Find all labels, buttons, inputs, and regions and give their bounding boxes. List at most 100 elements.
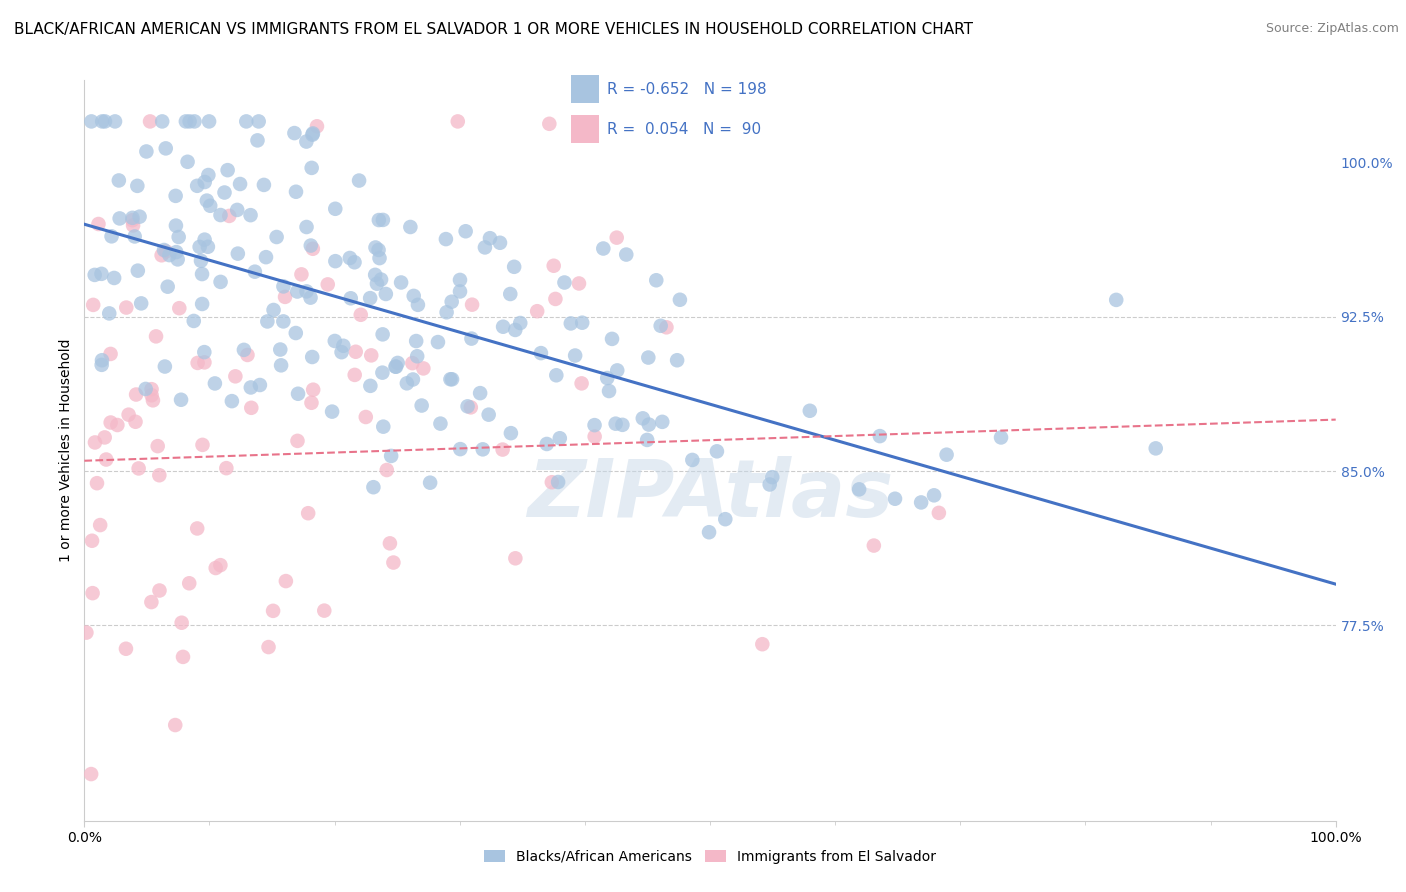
Point xyxy=(568,277,591,291)
Point xyxy=(257,640,280,654)
Point xyxy=(243,265,266,279)
Point xyxy=(316,277,339,292)
Point xyxy=(141,388,163,402)
Point xyxy=(935,448,957,462)
Point xyxy=(544,292,567,306)
Point xyxy=(127,178,149,193)
Point xyxy=(295,285,318,299)
Point xyxy=(302,127,325,141)
Point xyxy=(332,339,354,353)
Point xyxy=(104,114,127,128)
Point xyxy=(155,244,177,259)
Point xyxy=(96,452,118,467)
Point xyxy=(434,232,457,246)
Point xyxy=(339,251,361,265)
Point xyxy=(176,154,198,169)
FancyBboxPatch shape xyxy=(571,76,599,103)
Point xyxy=(553,276,575,290)
Point xyxy=(367,213,389,227)
Point xyxy=(441,372,464,386)
Point xyxy=(600,332,623,346)
Point xyxy=(299,291,322,305)
Point xyxy=(499,426,522,441)
Point xyxy=(330,345,353,359)
Point xyxy=(165,219,187,233)
Point xyxy=(254,250,277,264)
Point xyxy=(186,178,208,193)
Point xyxy=(266,230,288,244)
Point xyxy=(697,525,720,540)
Point xyxy=(169,301,191,315)
Point xyxy=(194,175,217,189)
Point xyxy=(645,273,668,287)
Point xyxy=(583,418,606,433)
Point xyxy=(371,327,394,342)
Point xyxy=(204,376,226,391)
Point xyxy=(460,401,482,415)
Point xyxy=(374,287,396,301)
Point xyxy=(239,380,262,394)
Point xyxy=(200,199,222,213)
Point xyxy=(204,561,226,575)
Point xyxy=(395,376,418,391)
Point xyxy=(155,141,177,155)
Point xyxy=(285,285,308,299)
Point xyxy=(246,133,269,147)
Point xyxy=(343,255,366,269)
Point xyxy=(193,355,215,369)
Point xyxy=(170,392,193,407)
Point xyxy=(166,252,188,267)
Point xyxy=(323,202,346,216)
Point xyxy=(474,240,496,254)
Point xyxy=(491,442,513,457)
Point xyxy=(546,368,568,383)
Point xyxy=(86,476,108,491)
Point xyxy=(295,135,318,149)
Point xyxy=(564,349,586,363)
Point xyxy=(389,276,412,290)
Point xyxy=(402,289,425,303)
Point xyxy=(117,408,139,422)
Point xyxy=(157,248,180,262)
Point xyxy=(235,114,257,128)
Point xyxy=(128,210,150,224)
Point xyxy=(359,291,381,305)
Point xyxy=(492,319,515,334)
Point xyxy=(325,254,347,268)
Point xyxy=(406,349,429,363)
Point xyxy=(179,576,201,591)
Point xyxy=(1105,293,1128,307)
Point xyxy=(301,396,323,410)
Point xyxy=(197,168,219,182)
Legend: Blacks/African Americans, Immigrants from El Salvador: Blacks/African Americans, Immigrants fro… xyxy=(478,844,942,869)
Point xyxy=(139,114,162,128)
Point xyxy=(503,323,526,337)
Point xyxy=(526,304,548,318)
Point xyxy=(82,586,104,600)
Point xyxy=(214,186,236,200)
Point xyxy=(454,224,477,238)
Point xyxy=(301,128,323,142)
Point xyxy=(681,453,703,467)
Point xyxy=(387,356,409,370)
Point xyxy=(153,243,176,257)
Point xyxy=(287,386,309,401)
Point xyxy=(269,343,291,357)
Point xyxy=(226,246,249,260)
Point xyxy=(651,415,673,429)
Point xyxy=(190,253,212,268)
Point xyxy=(478,408,501,422)
Point xyxy=(129,296,152,310)
Point xyxy=(141,595,163,609)
Point xyxy=(80,767,103,781)
Y-axis label: 1 or more Vehicles in Household: 1 or more Vehicles in Household xyxy=(59,339,73,562)
Point xyxy=(165,245,187,260)
Point xyxy=(382,556,405,570)
Point xyxy=(240,401,263,415)
Point xyxy=(540,475,562,490)
Point xyxy=(256,314,278,328)
Point xyxy=(105,417,128,432)
Point xyxy=(209,208,232,222)
Point xyxy=(295,219,318,234)
Point xyxy=(339,291,361,305)
